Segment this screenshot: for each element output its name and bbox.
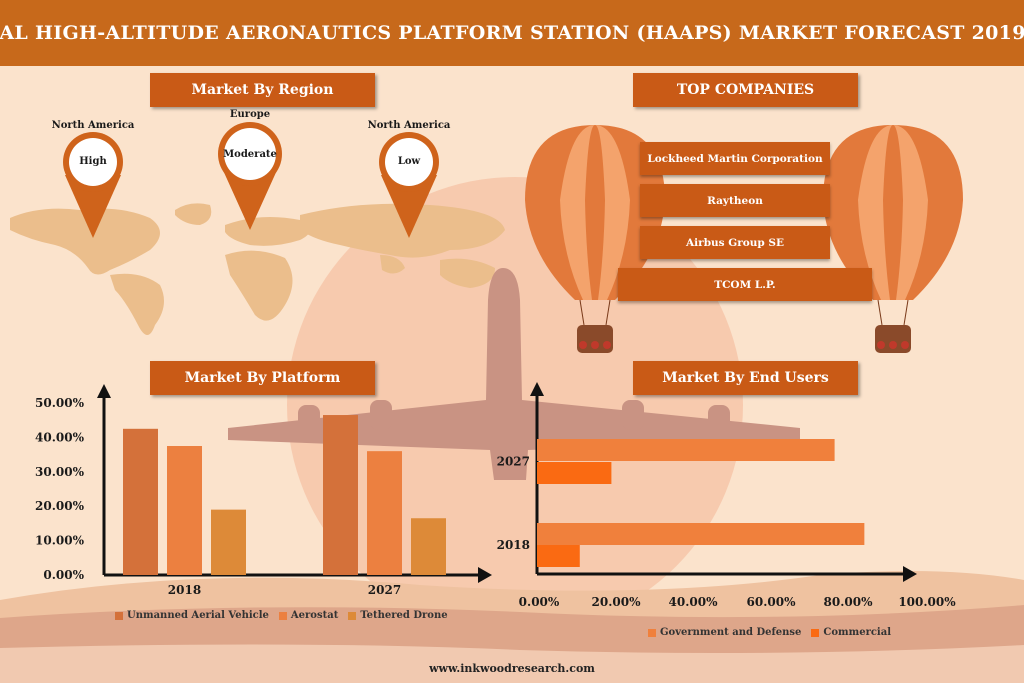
x-axis-arrow xyxy=(478,567,492,583)
x-tick-label: 60.00% xyxy=(747,595,797,609)
bar xyxy=(537,462,612,484)
balloon-right-icon xyxy=(823,125,963,353)
legend-item: Unmanned Aerial Vehicle xyxy=(115,610,269,621)
bar xyxy=(411,518,446,575)
x-tick-label: 2027 xyxy=(368,583,401,597)
balloon-left-icon xyxy=(525,125,665,353)
y-tick-label: 40.00% xyxy=(35,430,85,444)
y-tick-label: 0.00% xyxy=(43,568,84,582)
y-tick-label: 20.00% xyxy=(35,499,85,513)
legend-item: Government and Defense xyxy=(648,627,801,638)
footer-url: www.inkwoodresearch.com xyxy=(429,662,595,675)
legend-label: Aerostat xyxy=(290,610,339,621)
pin-level-text: High xyxy=(79,156,107,167)
y-tick-label: 50.00% xyxy=(35,396,85,410)
bar xyxy=(537,439,835,461)
company-item: Lockheed Martin Corporation xyxy=(640,142,830,175)
pin-region-label: North America xyxy=(367,120,451,131)
x-tick-label: 40.00% xyxy=(669,595,719,609)
map-pins xyxy=(63,122,439,238)
bar xyxy=(123,428,158,575)
y-tick-label: 10.00% xyxy=(35,534,85,548)
pin-region-label: North America xyxy=(51,120,135,131)
companies-header: TOP COMPANIES xyxy=(633,73,858,107)
legend-label: Commercial xyxy=(823,627,892,638)
title-bar: GLOBAL HIGH-ALTITUDE AERONAUTICS PLATFOR… xyxy=(0,0,1024,66)
legend-swatch xyxy=(348,611,357,620)
end-users-header: Market By End Users xyxy=(633,361,858,395)
page-title: GLOBAL HIGH-ALTITUDE AERONAUTICS PLATFOR… xyxy=(0,22,1024,44)
bar xyxy=(367,451,402,575)
legend-swatch xyxy=(811,628,820,637)
platform-legend: Unmanned Aerial Vehicle Aerostat Tethere… xyxy=(115,610,458,621)
legend-item: Tethered Drone xyxy=(348,610,448,621)
bar xyxy=(167,446,202,575)
x-tick-label: 20.00% xyxy=(592,595,642,609)
platform-header: Market By Platform xyxy=(150,361,375,395)
y-tick-label: 2027 xyxy=(497,455,530,469)
airplane-icon xyxy=(228,268,800,480)
x-tick-label: 100.00% xyxy=(898,595,956,609)
x-tick-label: 2018 xyxy=(168,583,201,597)
legend-label: Unmanned Aerial Vehicle xyxy=(127,610,269,621)
legend-label: Tethered Drone xyxy=(360,610,448,621)
bar xyxy=(537,545,580,567)
x-tick-label: 80.00% xyxy=(824,595,874,609)
dune-foot xyxy=(0,644,1024,683)
pin-low xyxy=(379,132,439,238)
y-axis-arrow xyxy=(97,384,111,398)
bar xyxy=(537,523,865,545)
legend-item: Aerostat xyxy=(278,610,339,621)
legend-swatch xyxy=(648,628,656,637)
bar xyxy=(323,415,358,575)
legend-swatch xyxy=(115,611,123,620)
y-axis-arrow xyxy=(530,382,544,396)
y-tick-label: 2018 xyxy=(497,538,530,552)
legend-label: Government and Defense xyxy=(660,627,802,638)
world-map-icon xyxy=(10,203,505,335)
x-tick-label: 0.00% xyxy=(519,595,560,609)
company-item: Raytheon xyxy=(640,184,830,217)
pin-moderate xyxy=(218,122,282,230)
legend-item: Commercial xyxy=(811,627,891,638)
pin-high xyxy=(63,132,123,238)
pin-level-text: Moderate xyxy=(223,149,277,160)
legend-swatch xyxy=(278,611,287,620)
company-item: TCOM L.P. xyxy=(618,268,872,301)
region-header: Market By Region xyxy=(150,73,375,107)
y-tick-label: 30.00% xyxy=(35,465,85,479)
pin-region-label: Europe xyxy=(229,109,271,120)
bar xyxy=(211,509,246,575)
end-users-legend: Government and Defense Commercial xyxy=(648,627,901,638)
company-item: Airbus Group SE xyxy=(640,226,830,259)
pin-level-text: Low xyxy=(397,156,421,167)
x-axis-arrow xyxy=(903,566,917,582)
